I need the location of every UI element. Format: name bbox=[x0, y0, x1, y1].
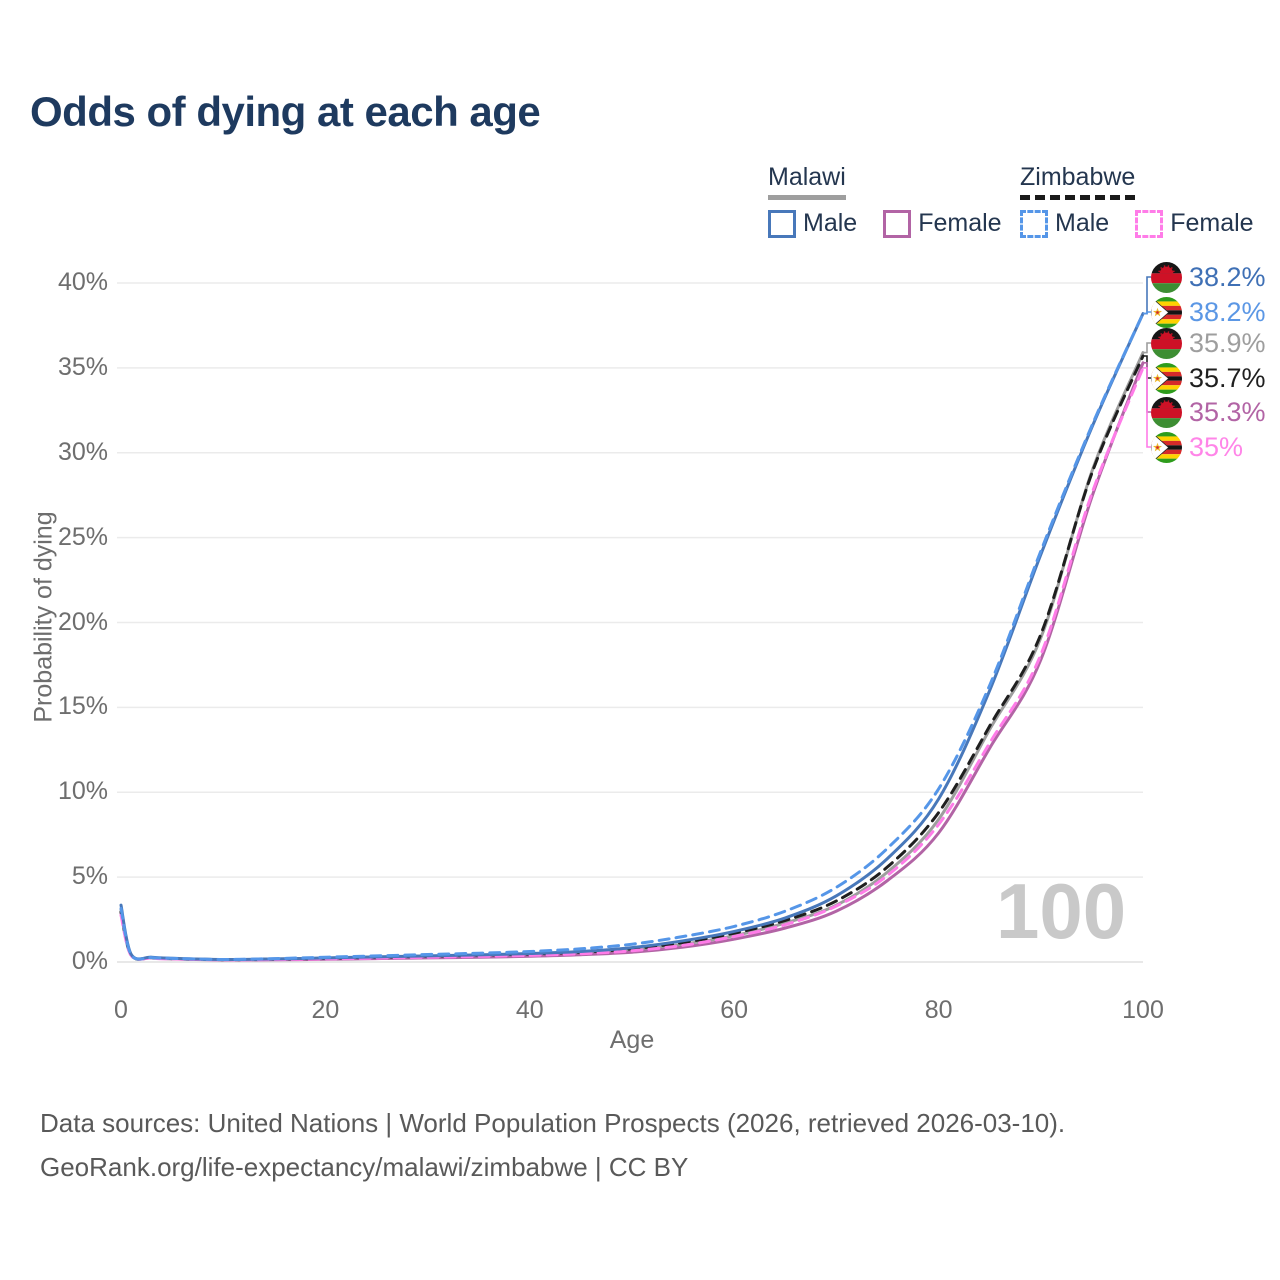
y-tick-40%: 40% bbox=[57, 268, 108, 296]
legend-title-malawi: Malawi bbox=[768, 163, 846, 200]
malawi-flag-icon bbox=[1151, 397, 1182, 428]
legend-swatch-malawi-male bbox=[768, 209, 796, 238]
y-tick-25%: 25% bbox=[57, 522, 108, 551]
series-line-malawi-both-sexes bbox=[119, 351, 1145, 962]
malawi-flag-icon bbox=[1151, 262, 1182, 293]
end-label-connector-5 bbox=[1143, 367, 1151, 448]
footer-attribution: GeoRank.org/life-expectancy/malawi/zimba… bbox=[40, 1152, 689, 1182]
legend-label-zimbabwe-male: Male bbox=[1055, 209, 1110, 237]
legend-swatch-zimbabwe-male bbox=[1020, 209, 1048, 238]
end-label-zimbabwe-both: 35.7% bbox=[1151, 361, 1266, 395]
malawi-flag-icon bbox=[1151, 328, 1182, 359]
zimbabwe-flag-icon bbox=[1151, 432, 1182, 463]
x-tick-80: 80 bbox=[924, 996, 953, 1024]
y-tick-5%: 5% bbox=[71, 862, 108, 891]
y-tick-20%: 20% bbox=[57, 607, 108, 636]
series-line-zimbabwe-male bbox=[119, 312, 1145, 962]
end-label-value: 35% bbox=[1189, 431, 1244, 462]
x-tick-20: 20 bbox=[311, 996, 340, 1024]
legend-swatch-malawi-female bbox=[883, 209, 912, 238]
end-label-zimbabwe-female: 35% bbox=[1151, 430, 1243, 464]
series-line-malawi-male bbox=[119, 312, 1145, 962]
end-label-malawi-both: 35.9% bbox=[1151, 326, 1266, 360]
series-line-zimbabwe-female bbox=[119, 366, 1145, 962]
page-title: Odds of dying at each age bbox=[30, 88, 541, 135]
end-label-malawi-male: 38.2% bbox=[1151, 260, 1266, 294]
x-tick-0: 0 bbox=[114, 996, 128, 1024]
legend-group-zimbabwe: Zimbabwe Male Female bbox=[1020, 163, 1254, 238]
y-tick-0%: 0% bbox=[71, 947, 108, 975]
end-label-malawi-female: 35.3% bbox=[1151, 395, 1266, 429]
footer-source: Data sources: United Nations | World Pop… bbox=[40, 1108, 1066, 1138]
x-tick-60: 60 bbox=[720, 996, 749, 1024]
age-watermark: 100 bbox=[996, 867, 1127, 955]
legend-label-zimbabwe-female: Female bbox=[1170, 209, 1254, 237]
end-label-zimbabwe-male: 38.2% bbox=[1151, 295, 1266, 329]
zimbabwe-flag-icon bbox=[1151, 363, 1182, 394]
y-tick-30%: 30% bbox=[57, 437, 108, 466]
legend-swatch-zimbabwe-female bbox=[1135, 209, 1164, 238]
end-label-value: 38.2% bbox=[1189, 261, 1266, 292]
legend-group-malawi: Malawi Male Female bbox=[768, 163, 1002, 238]
series-line-zimbabwe-both-sexes bbox=[119, 354, 1145, 962]
end-label-value: 35.9% bbox=[1189, 327, 1266, 358]
end-label-connector-2 bbox=[1143, 342, 1151, 354]
end-label-value: 35.3% bbox=[1189, 396, 1266, 427]
y-tick-10%: 10% bbox=[57, 777, 108, 806]
end-label-value: 38.2% bbox=[1189, 296, 1266, 327]
legend-label-malawi-female: Female bbox=[918, 209, 1002, 237]
zimbabwe-flag-icon bbox=[1151, 297, 1182, 328]
y-tick-35%: 35% bbox=[57, 352, 108, 381]
legend-label-malawi-male: Male bbox=[803, 209, 858, 237]
end-label-connector-1 bbox=[1143, 311, 1151, 315]
end-label-connector-0 bbox=[1143, 276, 1151, 315]
y-tick-15%: 15% bbox=[57, 692, 108, 721]
x-tick-100: 100 bbox=[1122, 996, 1164, 1024]
end-label-value: 35.7% bbox=[1189, 362, 1266, 393]
x-axis-title: Age bbox=[609, 1026, 655, 1054]
x-tick-40: 40 bbox=[515, 996, 544, 1024]
legend-title-zimbabwe: Zimbabwe bbox=[1020, 163, 1136, 200]
